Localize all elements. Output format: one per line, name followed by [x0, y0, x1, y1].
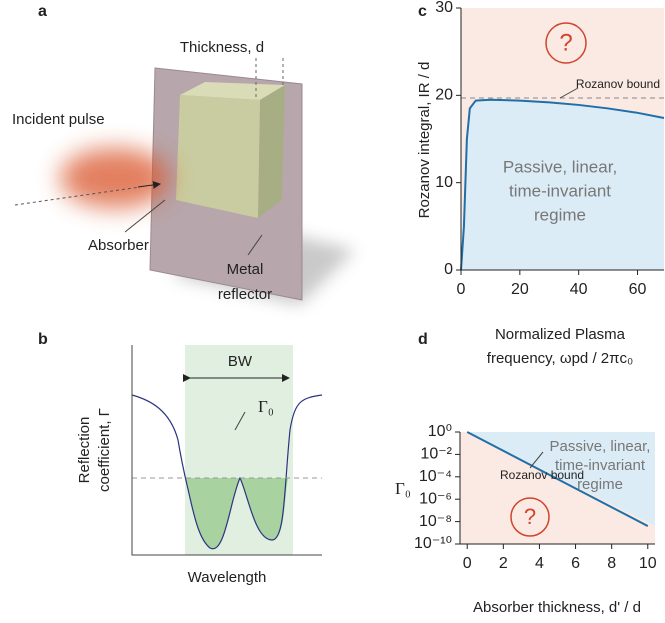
x-tick-label: 40 — [570, 281, 588, 298]
reference-label: Rozanov bound — [500, 468, 584, 482]
x-label: frequency, ωpd / 2πc₀ — [487, 350, 633, 367]
panel-a: a Thickness, d Incident pulse Absorber M… — [12, 3, 355, 305]
y-tick-label: 10⁻⁶ — [419, 490, 452, 507]
y-tick-label: 10⁻¹⁰ — [414, 535, 452, 552]
absorber-label: Absorber — [88, 237, 149, 254]
y-label: Γ₀ — [395, 479, 411, 498]
y-tick-label: 30 — [435, 0, 453, 16]
question-mark: ? — [524, 504, 536, 529]
x-tick-label: 8 — [607, 555, 616, 572]
y-label: Reflection — [76, 417, 93, 484]
question-mark: ? — [559, 29, 572, 56]
figure: a Thickness, d Incident pulse Absorber M… — [0, 0, 665, 623]
x-tick-label: 6 — [571, 555, 580, 572]
reference-label: Rozanov bound — [576, 77, 660, 91]
panel-b: b BW Γ₀ Reflection coefficient, Γ Wavele… — [38, 331, 322, 586]
region-label: time-invariant — [509, 181, 611, 200]
x-label: Wavelength — [188, 569, 267, 586]
x-tick-label: 0 — [463, 555, 472, 572]
x-tick-label: 60 — [629, 281, 647, 298]
region-label: Passive, linear, — [503, 157, 617, 176]
region-label: Passive, linear, — [550, 438, 651, 455]
y-tick-label: 20 — [435, 87, 453, 104]
region-label: regime — [534, 205, 586, 224]
panel-label: c — [418, 3, 427, 20]
panel-label: b — [38, 331, 48, 348]
y-tick-label: 10⁻⁸ — [419, 513, 452, 530]
y-tick-label: 10 — [435, 174, 453, 191]
pulse-label: Incident pulse — [12, 111, 105, 128]
y-tick-label: 0 — [444, 261, 453, 278]
x-label: Normalized Plasma — [495, 326, 626, 343]
x-tick-label: 0 — [457, 281, 466, 298]
y-label: coefficient, Γ — [96, 408, 113, 492]
reflector-label: Metal — [227, 261, 264, 278]
y-tick-label: 10⁻² — [420, 446, 452, 463]
y-tick-label: 10⁻⁴ — [419, 468, 452, 485]
y-label: Rozanov integral, IR / d — [416, 62, 433, 219]
x-tick-label: 10 — [639, 555, 657, 572]
pulse — [60, 148, 170, 208]
x-tick-label: 20 — [511, 281, 529, 298]
panel-label: d — [418, 331, 428, 348]
y-tick-label: 10⁰ — [428, 423, 452, 440]
gamma-label: Γ₀ — [258, 397, 274, 416]
x-label: Absorber thickness, d' / d — [473, 599, 641, 616]
x-tick-label: 2 — [499, 555, 508, 572]
block-side — [258, 85, 285, 218]
block-front — [176, 95, 260, 218]
reflector-label: reflector — [218, 286, 272, 303]
thickness-label: Thickness, d — [180, 39, 264, 56]
panel-label: a — [38, 3, 47, 20]
x-tick-label: 4 — [535, 555, 544, 572]
bw-label: BW — [228, 353, 253, 370]
